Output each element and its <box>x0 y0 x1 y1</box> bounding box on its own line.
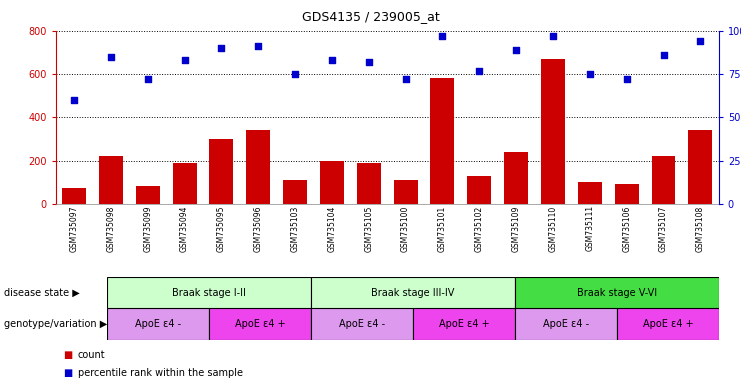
Point <box>363 59 375 65</box>
Point <box>511 47 522 53</box>
Point <box>216 45 227 51</box>
Point <box>584 71 596 77</box>
Point <box>547 33 559 39</box>
Bar <box>311 308 413 340</box>
Bar <box>99 156 123 204</box>
Text: ApoE ε4 +: ApoE ε4 + <box>235 319 285 329</box>
Text: ApoE ε4 -: ApoE ε4 - <box>136 319 182 329</box>
Text: Braak stage V-VI: Braak stage V-VI <box>576 288 657 298</box>
Point <box>289 71 301 77</box>
Text: disease state ▶: disease state ▶ <box>4 288 79 298</box>
Bar <box>107 277 311 308</box>
Bar <box>356 163 381 204</box>
Text: count: count <box>78 350 105 360</box>
Text: ■: ■ <box>63 368 72 378</box>
Text: ApoE ε4 -: ApoE ε4 - <box>339 319 385 329</box>
Point <box>621 76 633 82</box>
Point <box>68 97 80 103</box>
Bar <box>541 59 565 204</box>
Point <box>252 43 264 50</box>
Bar <box>515 277 719 308</box>
Point <box>473 68 485 74</box>
Point <box>105 54 117 60</box>
Text: ApoE ε4 -: ApoE ε4 - <box>543 319 589 329</box>
Bar <box>283 180 307 204</box>
Point <box>436 33 448 39</box>
Bar <box>136 185 159 204</box>
Text: GDS4135 / 239005_at: GDS4135 / 239005_at <box>302 10 439 23</box>
Text: ■: ■ <box>63 350 72 360</box>
Point <box>694 38 706 44</box>
Bar <box>617 308 719 340</box>
Bar <box>107 308 209 340</box>
Bar <box>504 152 528 204</box>
Bar <box>320 161 344 204</box>
Bar <box>468 176 491 204</box>
Bar <box>578 182 602 204</box>
Bar <box>209 308 311 340</box>
Point <box>399 76 411 82</box>
Text: Braak stage III-IV: Braak stage III-IV <box>371 288 455 298</box>
Text: ApoE ε4 +: ApoE ε4 + <box>642 319 693 329</box>
Bar <box>393 180 418 204</box>
Point <box>657 52 669 58</box>
Bar <box>688 130 712 204</box>
Point <box>326 57 338 63</box>
Text: percentile rank within the sample: percentile rank within the sample <box>78 368 243 378</box>
Point <box>179 57 190 63</box>
Bar <box>311 277 515 308</box>
Bar <box>62 188 86 204</box>
Bar <box>615 184 639 204</box>
Text: ApoE ε4 +: ApoE ε4 + <box>439 319 489 329</box>
Bar <box>515 308 617 340</box>
Text: Braak stage I-II: Braak stage I-II <box>173 288 246 298</box>
Text: genotype/variation ▶: genotype/variation ▶ <box>4 319 107 329</box>
Bar <box>431 78 454 204</box>
Point <box>142 76 153 82</box>
Bar <box>651 156 676 204</box>
Bar <box>173 163 196 204</box>
Bar <box>413 308 515 340</box>
Bar <box>210 139 233 204</box>
Bar <box>246 130 270 204</box>
